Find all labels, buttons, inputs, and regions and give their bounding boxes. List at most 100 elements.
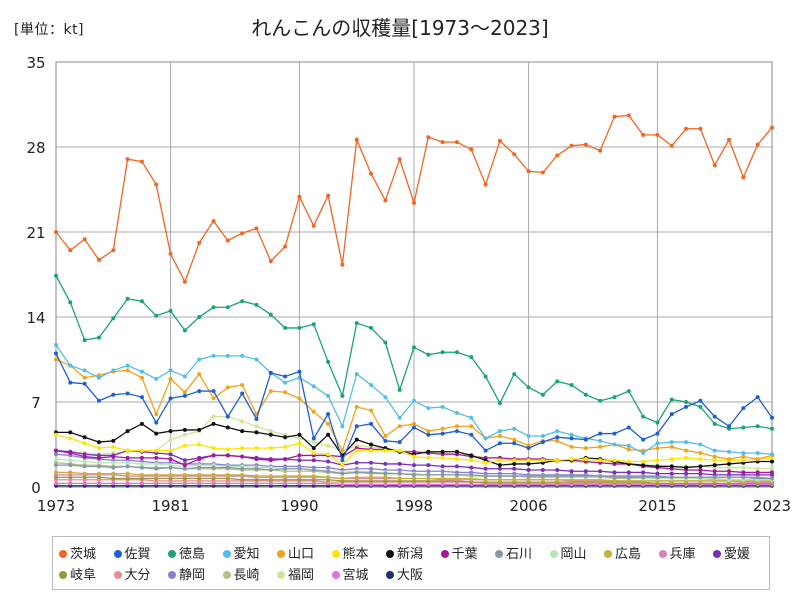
data-point-千葉 — [712, 469, 717, 474]
data-point-宮城 — [82, 481, 87, 486]
data-point-愛知 — [684, 440, 689, 445]
data-point-石川 — [741, 475, 746, 480]
legend-label: 長崎 — [233, 568, 260, 583]
data-point-山口 — [469, 424, 474, 429]
legend-item: 大分 — [113, 564, 151, 583]
data-point-新潟 — [512, 461, 517, 466]
data-point-熊本 — [655, 458, 660, 463]
legend-marker — [222, 549, 231, 558]
data-point-茨城 — [598, 148, 603, 153]
data-point-徳島 — [254, 302, 259, 307]
data-point-新潟 — [139, 421, 144, 426]
data-point-石川 — [612, 475, 617, 480]
data-point-広島 — [555, 477, 560, 482]
data-point-佐賀 — [454, 429, 459, 434]
data-point-愛知 — [68, 363, 73, 368]
data-point-佐賀 — [583, 437, 588, 442]
data-point-熊本 — [225, 447, 230, 452]
data-point-佐賀 — [139, 395, 144, 400]
data-point-佐賀 — [469, 432, 474, 437]
legend-item: 新潟 — [386, 543, 423, 562]
data-point-佐賀 — [125, 391, 130, 396]
data-point-宮城 — [54, 481, 58, 486]
data-point-新潟 — [268, 432, 273, 437]
legend-item: 愛知 — [222, 543, 260, 562]
data-point-石川 — [469, 472, 474, 477]
data-point-愛知 — [139, 369, 144, 374]
data-point-新潟 — [297, 432, 302, 437]
data-point-熊本 — [340, 463, 345, 468]
data-point-熊本 — [125, 448, 130, 453]
data-point-熊本 — [626, 459, 631, 464]
data-point-新潟 — [727, 461, 732, 466]
legend-marker — [59, 549, 67, 558]
data-point-石川 — [655, 475, 660, 480]
data-point-愛知 — [669, 440, 674, 445]
data-point-佐賀 — [154, 420, 159, 425]
data-point-新潟 — [168, 429, 173, 434]
data-point-広島 — [412, 476, 416, 481]
data-point-茨城 — [211, 219, 216, 224]
data-point-愛知 — [526, 434, 531, 438]
data-point-千葉 — [82, 454, 87, 459]
data-point-愛媛 — [669, 471, 674, 476]
data-point-愛媛 — [612, 470, 617, 475]
legend-label: 兵庫 — [669, 547, 696, 562]
data-point-熊本 — [354, 448, 359, 453]
data-point-熊本 — [197, 442, 202, 447]
data-point-徳島 — [555, 379, 560, 384]
data-point-佐賀 — [197, 389, 202, 394]
data-point-石川 — [483, 474, 488, 479]
data-point-徳島 — [526, 385, 531, 390]
data-point-新潟 — [354, 437, 359, 442]
data-point-岡山 — [154, 461, 159, 466]
data-point-愛知 — [512, 426, 517, 431]
data-point-広島 — [225, 472, 230, 477]
data-point-静岡 — [369, 466, 374, 471]
data-point-山口 — [569, 444, 574, 449]
data-point-広島 — [125, 471, 130, 476]
data-point-愛知 — [182, 374, 187, 379]
data-point-佐賀 — [240, 391, 245, 396]
data-point-愛媛 — [569, 469, 574, 474]
data-point-熊本 — [54, 432, 58, 437]
data-point-山口 — [655, 446, 660, 451]
data-point-広島 — [426, 476, 431, 481]
data-point-徳島 — [68, 300, 73, 305]
data-point-石川 — [168, 465, 173, 470]
data-point-山口 — [354, 404, 359, 409]
data-point-広島 — [154, 472, 159, 477]
data-point-山口 — [225, 385, 230, 390]
x-tick-label: 1981 — [151, 497, 189, 515]
data-point-佐賀 — [641, 437, 646, 442]
data-point-愛知 — [727, 449, 732, 454]
data-point-石川 — [383, 471, 388, 476]
data-point-愛媛 — [311, 458, 316, 463]
data-point-山口 — [426, 429, 431, 434]
data-point-石川 — [54, 463, 58, 468]
data-point-福岡 — [297, 436, 302, 441]
data-point-愛知 — [755, 451, 760, 455]
data-point-徳島 — [54, 273, 58, 278]
data-point-愛媛 — [369, 460, 374, 465]
data-point-広島 — [540, 477, 545, 482]
data-point-茨城 — [240, 231, 245, 236]
data-point-佐賀 — [497, 441, 502, 446]
data-point-熊本 — [454, 457, 459, 462]
data-point-山口 — [268, 389, 273, 394]
data-point-山口 — [125, 368, 130, 373]
data-point-山口 — [698, 451, 703, 455]
data-point-茨城 — [727, 137, 732, 142]
data-point-徳島 — [712, 421, 717, 426]
data-point-新潟 — [698, 464, 703, 469]
data-point-徳島 — [655, 420, 660, 425]
data-point-山口 — [555, 438, 560, 443]
data-point-熊本 — [154, 448, 159, 453]
data-point-愛媛 — [555, 468, 560, 472]
data-point-石川 — [770, 476, 774, 481]
data-point-石川 — [225, 465, 230, 470]
data-point-石川 — [211, 465, 216, 470]
data-point-徳島 — [483, 374, 488, 379]
data-point-山口 — [727, 457, 732, 462]
data-point-佐賀 — [211, 389, 216, 394]
